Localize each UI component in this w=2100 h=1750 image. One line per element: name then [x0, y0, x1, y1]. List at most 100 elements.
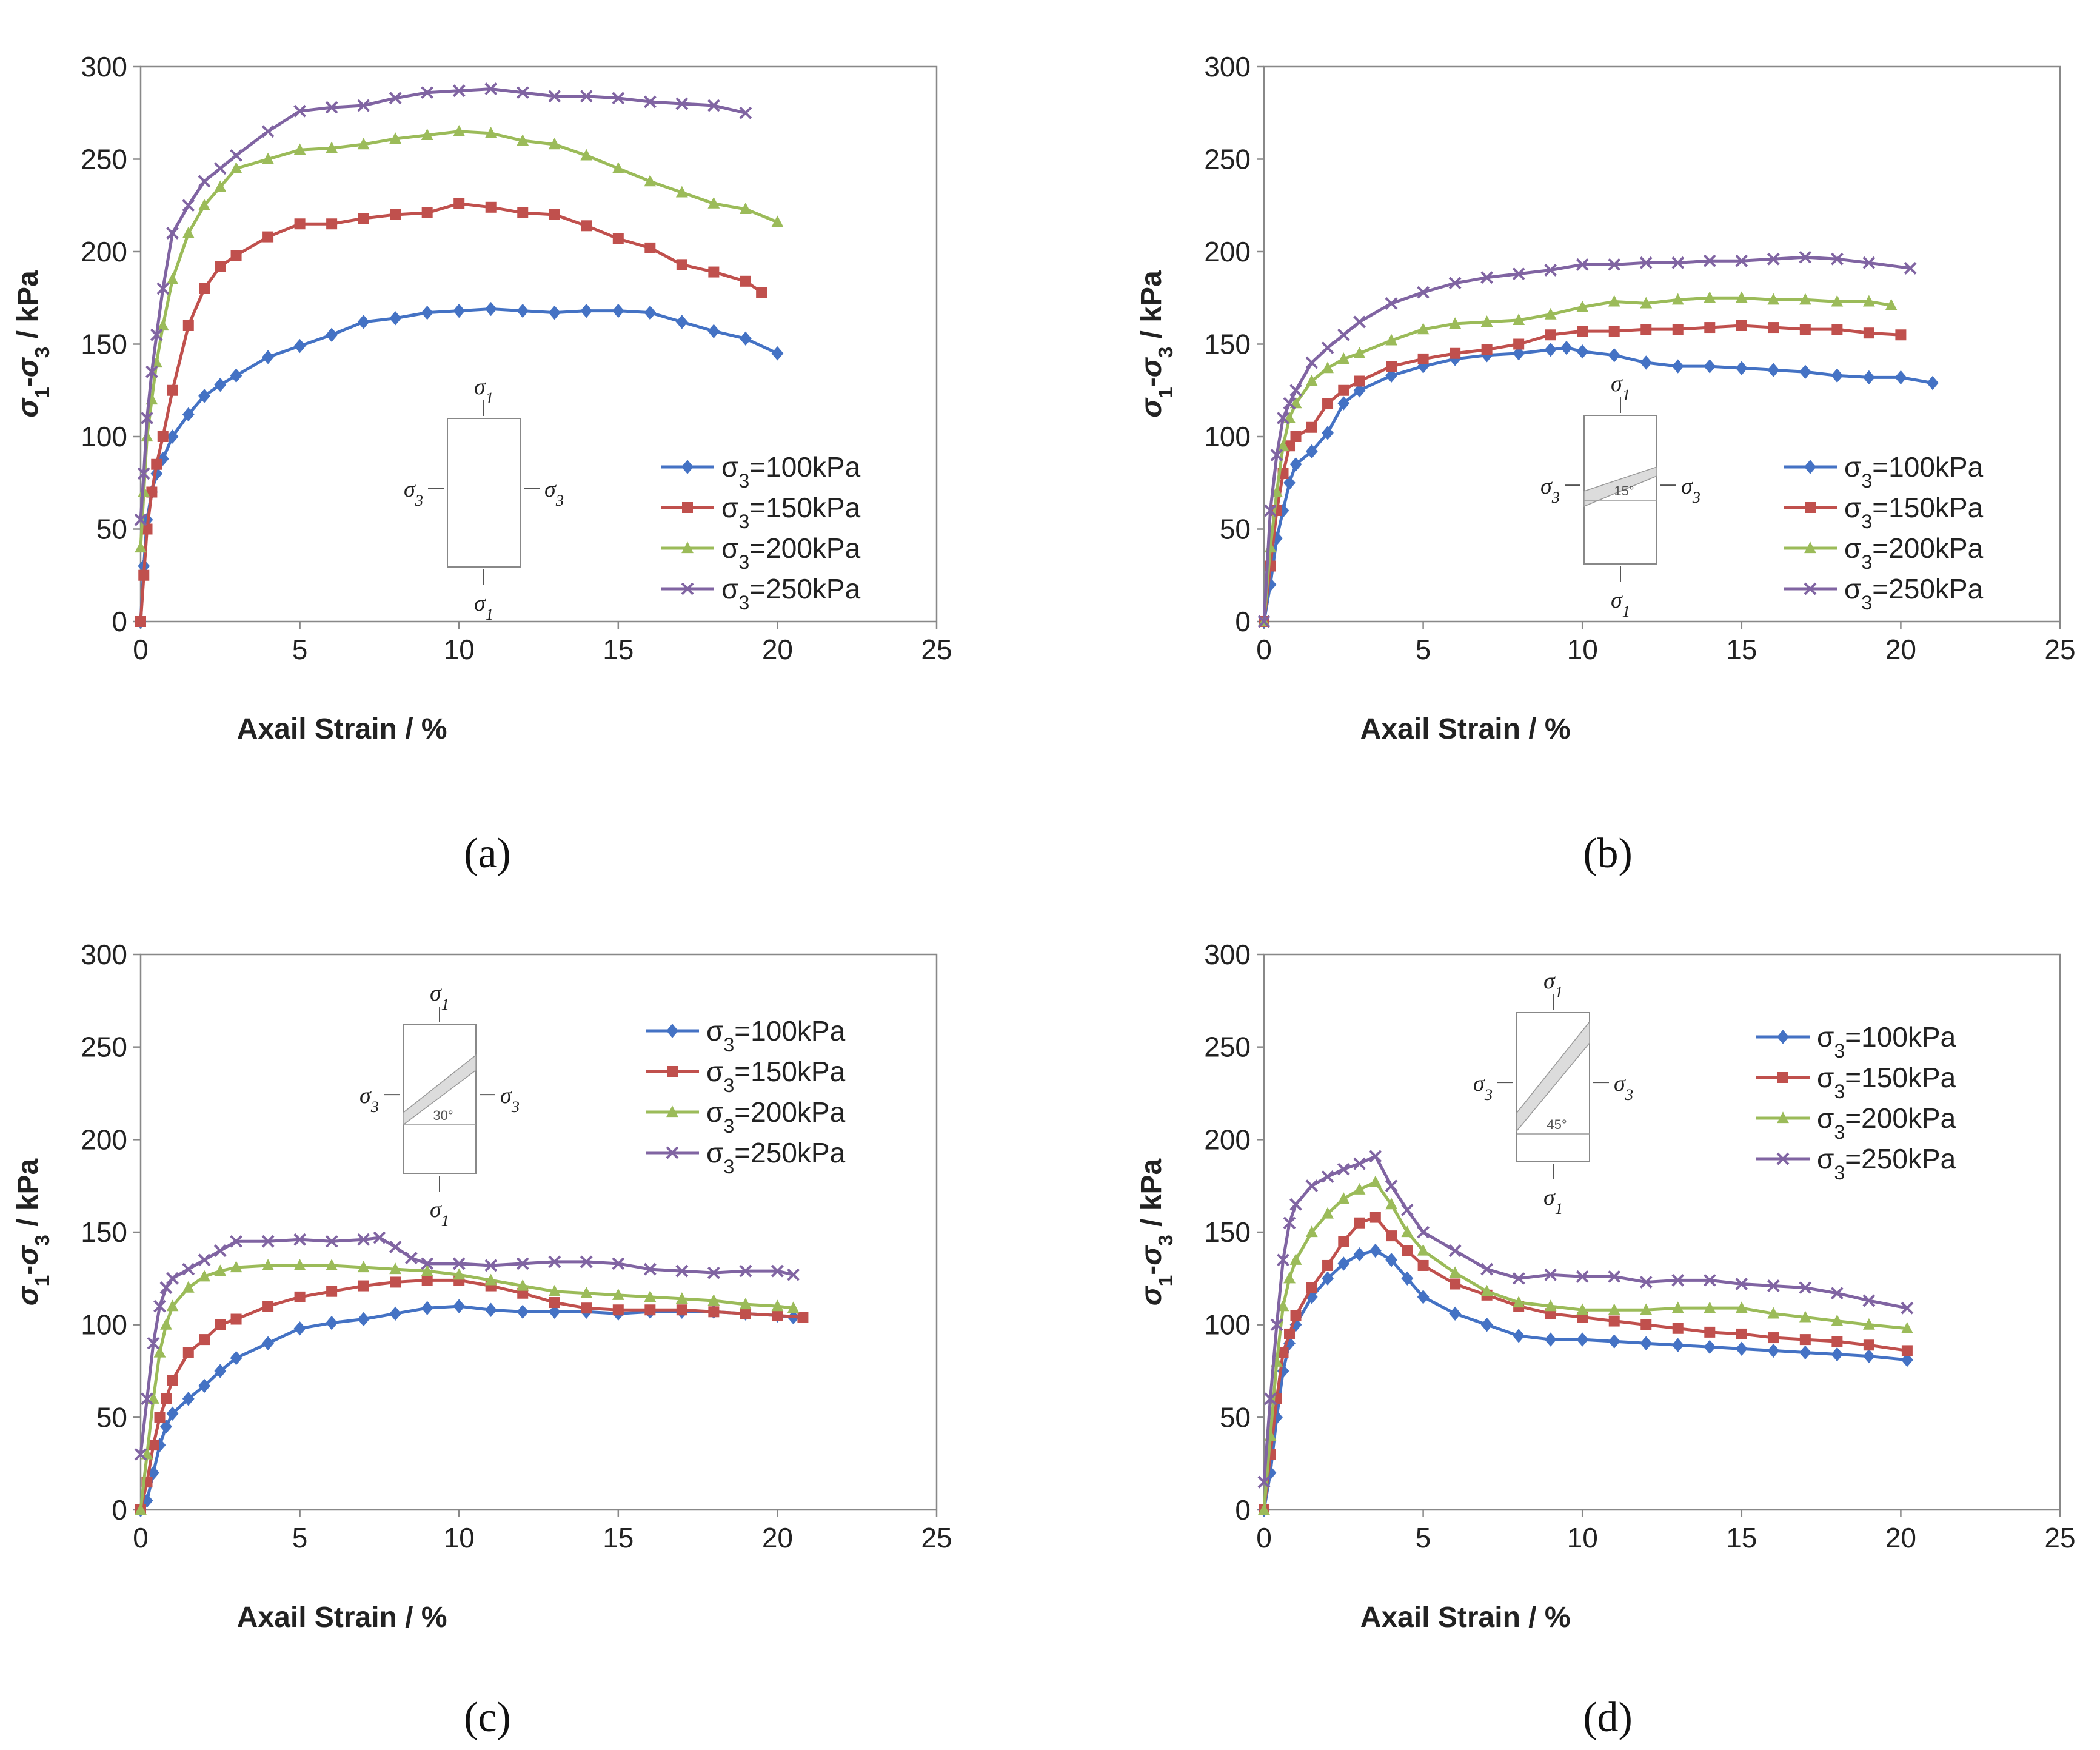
data-point — [1283, 475, 1296, 490]
x-tick-label: 20 — [1885, 1522, 1916, 1554]
panel-caption: (b) — [1583, 830, 1633, 877]
data-point — [1831, 1347, 1844, 1362]
data-point — [1513, 346, 1525, 361]
y-tick-label: 200 — [1204, 1124, 1251, 1155]
data-point — [421, 1275, 433, 1286]
data-point — [452, 1257, 466, 1270]
data-point — [707, 1266, 720, 1279]
y-tick-label: 0 — [112, 1494, 127, 1526]
legend-swatch-marker — [1804, 582, 1817, 595]
data-point — [1863, 327, 1874, 339]
y-tick-label: 100 — [81, 421, 127, 452]
data-point — [453, 1299, 466, 1313]
x-tick-label: 5 — [292, 1522, 308, 1554]
data-point — [517, 1304, 529, 1319]
sigma3-right-label: σ3 — [1614, 1071, 1633, 1104]
data-point — [147, 1336, 160, 1350]
data-point — [213, 162, 227, 175]
data-point — [1337, 1162, 1350, 1176]
y-tick-label: 50 — [96, 1401, 127, 1433]
data-point — [293, 1259, 306, 1271]
data-point — [1576, 1332, 1589, 1347]
data-point — [739, 203, 752, 214]
data-point — [389, 311, 402, 326]
data-point — [1277, 1253, 1289, 1267]
data-point — [548, 1284, 561, 1296]
data-point — [1481, 344, 1493, 355]
data-point — [146, 486, 158, 498]
data-point — [1480, 315, 1493, 327]
data-point — [1830, 252, 1844, 266]
y-tick-label: 250 — [81, 1031, 127, 1063]
data-point — [182, 407, 195, 422]
data-point — [1608, 1334, 1620, 1349]
data-point — [138, 569, 150, 581]
data-point — [1927, 375, 1939, 391]
data-point — [1767, 252, 1780, 266]
data-point — [1271, 531, 1283, 546]
data-point — [580, 149, 593, 161]
data-point — [1417, 1259, 1429, 1271]
data-point — [1306, 421, 1317, 433]
data-point — [1885, 298, 1898, 310]
data-point — [1608, 326, 1620, 337]
specimen-box — [403, 1024, 477, 1174]
series-2 — [135, 124, 784, 553]
data-point — [199, 1334, 210, 1346]
data-point — [358, 1280, 369, 1292]
x-tick-label: 25 — [921, 634, 952, 665]
data-point — [160, 1318, 172, 1330]
data-point — [484, 1259, 498, 1272]
data-point — [153, 1346, 166, 1358]
y-tick-label: 50 — [96, 514, 127, 545]
data-point — [1305, 444, 1318, 459]
data-point — [1768, 322, 1779, 334]
data-point — [1322, 398, 1334, 409]
data-point — [516, 1257, 529, 1270]
data-point — [675, 1292, 688, 1304]
data-point — [1544, 342, 1557, 357]
data-point — [707, 324, 720, 338]
data-point — [326, 1286, 338, 1297]
data-point — [166, 1272, 179, 1285]
data-point — [1704, 359, 1716, 374]
data-point — [771, 1299, 784, 1312]
data-point — [1277, 1299, 1289, 1312]
legend-swatch-marker — [1777, 1030, 1789, 1044]
data-point — [389, 1241, 402, 1253]
data-point — [1901, 1321, 1913, 1333]
data-point — [134, 513, 147, 526]
data-point — [1338, 384, 1349, 396]
legend-label: σ3=150kPa — [1844, 492, 1984, 532]
data-point — [166, 227, 179, 240]
data-point — [198, 1253, 211, 1267]
data-point — [325, 1235, 338, 1248]
x-axis-label: Axail Strain / % — [237, 713, 447, 745]
series-0 — [1258, 340, 1939, 629]
data-point — [1768, 1332, 1779, 1344]
plot-area — [139, 953, 938, 1511]
data-point — [134, 1447, 147, 1461]
x-tick-label: 15 — [1726, 634, 1757, 665]
data-point — [612, 161, 624, 173]
data-point — [739, 1264, 752, 1278]
sigma1-top-label: σ1 — [430, 981, 449, 1013]
data-point — [357, 99, 370, 112]
shear-band — [1516, 1020, 1590, 1133]
data-point — [1639, 256, 1653, 269]
data-point — [771, 1264, 784, 1278]
data-point — [262, 350, 274, 364]
data-point — [1671, 1338, 1684, 1352]
data-point — [1353, 1157, 1366, 1170]
data-point — [1449, 1266, 1462, 1278]
data-point — [135, 541, 147, 553]
data-point — [262, 1259, 274, 1271]
legend-label: σ3=200kPa — [721, 532, 861, 573]
data-point — [261, 125, 275, 138]
data-point — [612, 92, 625, 105]
legend-label: σ3=250kPa — [706, 1137, 846, 1178]
x-axis-label: Axail Strain / % — [1360, 1601, 1571, 1634]
data-point — [1862, 256, 1876, 269]
data-point — [261, 1235, 275, 1248]
